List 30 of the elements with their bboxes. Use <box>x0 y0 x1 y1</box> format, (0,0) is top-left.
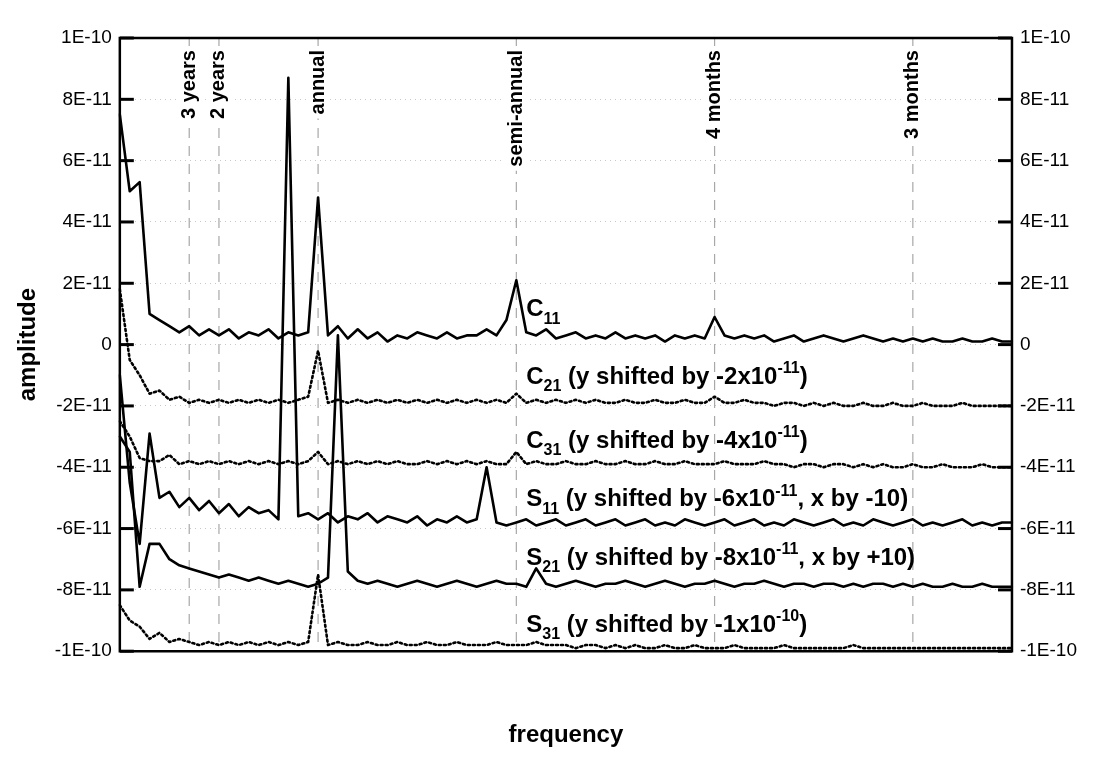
y-tick-label: -2E-11 <box>56 394 112 416</box>
x-tick-label: semi-annual <box>503 50 526 167</box>
x-tick-label: 4 months <box>702 50 725 139</box>
y2-tick-label: -6E-11 <box>1019 516 1076 538</box>
y2-tick-label: -1E-10 <box>1019 639 1077 661</box>
x-tick-label: 3 months <box>900 50 923 139</box>
y2-tick-label: 0 <box>1019 332 1031 354</box>
y2-tick-label: -8E-11 <box>1019 578 1076 600</box>
y-tick-label: 2E-11 <box>62 271 112 293</box>
y-tick-label: 8E-11 <box>62 87 112 109</box>
y2-tick-label: 4E-11 <box>1019 210 1070 232</box>
x-tick-label: annual <box>305 50 328 115</box>
y-tick-label: -4E-11 <box>56 455 112 477</box>
x-tick-label: 2 years <box>206 50 229 119</box>
y2-tick-label: 6E-11 <box>1019 148 1070 170</box>
x-axis-title: frequency <box>508 720 624 748</box>
y-tick-label: -8E-11 <box>56 578 112 600</box>
y2-tick-label: 8E-11 <box>1019 87 1070 109</box>
y-tick-label: 0 <box>101 332 112 354</box>
y-axis-title: amplitude <box>13 287 41 402</box>
y2-tick-label: 2E-11 <box>1019 271 1070 293</box>
y2-tick-label: -4E-11 <box>1019 455 1076 477</box>
y-tick-label: 6E-11 <box>62 148 112 170</box>
y2-tick-label: -2E-11 <box>1019 394 1076 416</box>
y-tick-label: 4E-11 <box>62 210 112 232</box>
y-tick-label: -6E-11 <box>56 516 112 538</box>
y-tick-label: 1E-10 <box>61 26 112 48</box>
x-tick-label: 3 years <box>176 50 199 119</box>
y2-tick-label: 1E-10 <box>1019 26 1071 48</box>
y-tick-label: -1E-10 <box>54 639 112 661</box>
